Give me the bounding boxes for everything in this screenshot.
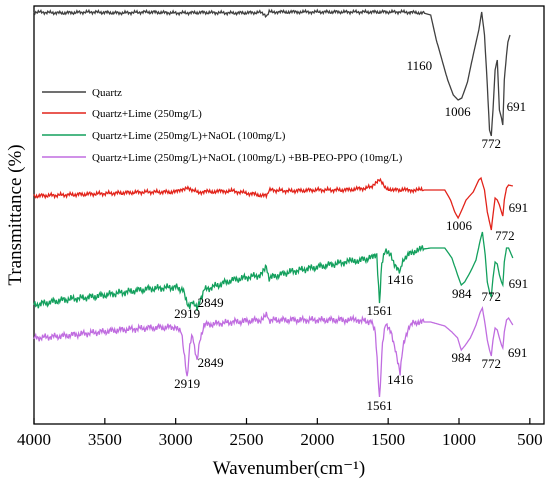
legend-label-0: Quartz — [92, 87, 122, 99]
legend: Quartz Quartz+Lime (250mg/L) Quartz+Lime (… — [42, 87, 403, 164]
peak-label-7: 1416 — [387, 272, 414, 287]
x-tick-label-3: 2500 — [230, 430, 264, 449]
x-tick-label-2: 3000 — [159, 430, 193, 449]
x-axis-title: Wavenumber(cm⁻¹) — [213, 458, 365, 479]
peak-label-12: 2919 — [174, 306, 200, 321]
x-tick-label-6: 1000 — [442, 430, 476, 449]
x-axis-ticks: 4000 3500 3000 2500 2000 1500 1000 500 — [17, 418, 543, 449]
peak-label-20: 1561 — [367, 398, 393, 413]
series-line-2 — [33, 231, 514, 312]
x-tick-label-0: 4000 — [17, 430, 51, 449]
x-tick-label-7: 500 — [517, 430, 543, 449]
y-axis-title: Transmittance (%) — [5, 144, 26, 285]
x-tick-label-5: 1500 — [371, 430, 405, 449]
series-line-3 — [33, 305, 514, 398]
peak-label-8: 984 — [452, 286, 472, 301]
peak-label-9: 691 — [509, 276, 528, 291]
peak-label-14: 2849 — [198, 355, 224, 370]
peak-label-16: 1416 — [387, 372, 414, 387]
series-lines — [33, 8, 514, 398]
peak-label-5: 1006 — [446, 218, 473, 233]
peak-label-2: 772 — [482, 136, 502, 151]
peak-label-13: 1561 — [367, 303, 393, 318]
x-tick-label-4: 2000 — [300, 430, 334, 449]
peak-label-15: 2919 — [174, 376, 200, 391]
peak-label-3: 691 — [507, 99, 526, 114]
x-tick-label-1: 3500 — [88, 430, 122, 449]
peak-label-17: 984 — [452, 350, 472, 365]
legend-label-3: Quartz+Lime (250mg/L)+NaOL (100mg/L) +BB… — [92, 152, 403, 164]
series-line-0 — [33, 8, 511, 137]
peak-label-4: 691 — [509, 200, 528, 215]
legend-label-1: Quartz+Lime (250mg/L) — [92, 108, 202, 120]
peak-label-6: 772 — [495, 228, 514, 243]
peak-label-10: 772 — [482, 289, 502, 304]
peak-label-19: 691 — [508, 345, 528, 360]
plot-frame — [33, 5, 545, 425]
series-line-1 — [33, 176, 513, 231]
peak-label-1: 1006 — [445, 104, 472, 119]
peak-annotations: 1160 1006 772 691 691 1006 772 1416 984 691 772 284… — [174, 58, 528, 413]
legend-label-2: Quartz+Lime (250mg/L)+NaOL (100mg/L) — [92, 130, 286, 142]
peak-label-11: 2849 — [198, 295, 224, 310]
peak-label-0: 1160 — [407, 58, 433, 73]
peak-label-18: 772 — [482, 356, 502, 371]
